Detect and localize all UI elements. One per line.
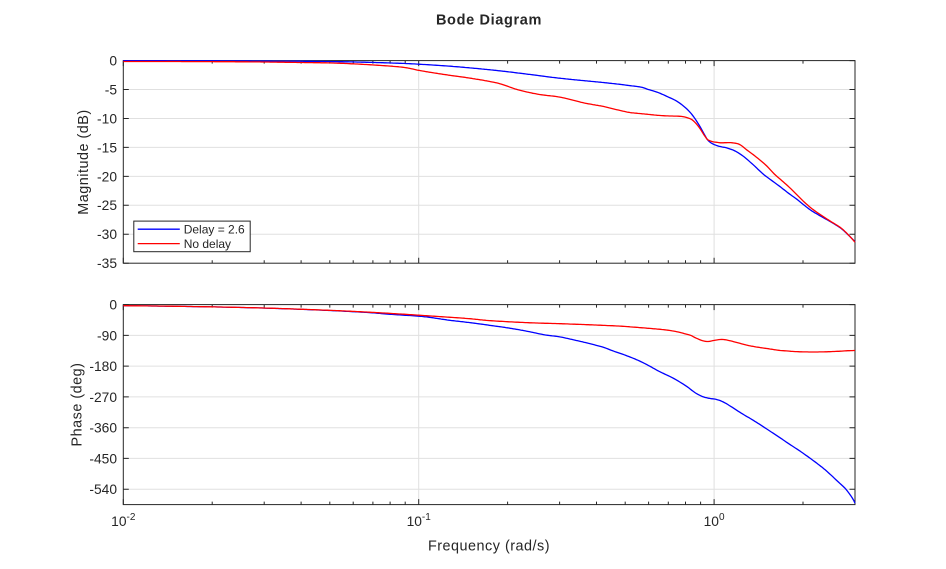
svg-text:-90: -90: [97, 328, 117, 343]
svg-text:-35: -35: [97, 256, 117, 271]
svg-text:-540: -540: [89, 482, 117, 497]
svg-text:No delay: No delay: [184, 237, 231, 251]
svg-text:Bode Diagram: Bode Diagram: [436, 13, 542, 29]
svg-text:-360: -360: [89, 421, 117, 436]
svg-text:-20: -20: [97, 169, 117, 184]
svg-text:-180: -180: [89, 359, 117, 374]
svg-text:0: 0: [109, 298, 117, 313]
svg-text:-25: -25: [97, 198, 117, 213]
svg-text:-450: -450: [89, 451, 117, 466]
svg-text:Frequency (rad/s): Frequency (rad/s): [428, 539, 550, 555]
svg-text:0: 0: [109, 54, 117, 69]
svg-text:-10: -10: [97, 111, 117, 126]
svg-text:-30: -30: [97, 227, 117, 242]
svg-text:-270: -270: [89, 390, 117, 405]
svg-text:-15: -15: [97, 140, 117, 155]
svg-text:Phase (deg): Phase (deg): [70, 363, 86, 447]
svg-text:Delay = 2.6: Delay = 2.6: [184, 222, 245, 236]
svg-text:Magnitude (dB): Magnitude (dB): [76, 109, 92, 214]
svg-text:-5: -5: [105, 82, 118, 97]
